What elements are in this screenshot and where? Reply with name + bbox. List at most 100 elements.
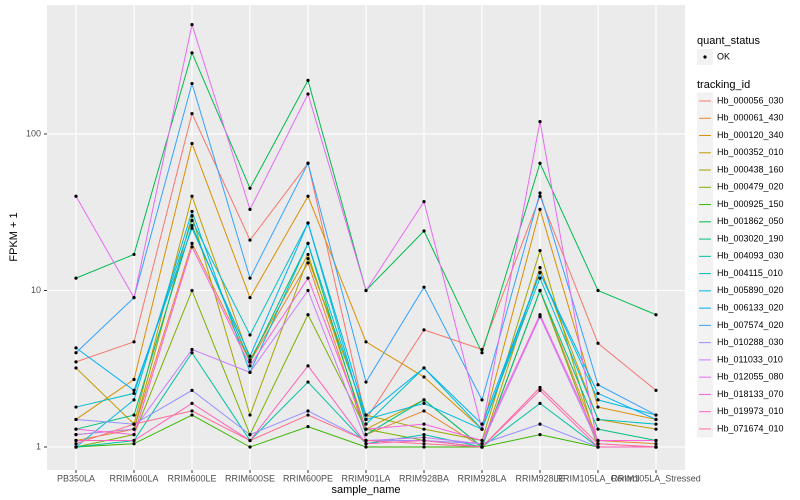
point — [190, 245, 194, 249]
point — [190, 409, 194, 413]
point — [596, 442, 600, 446]
point — [190, 288, 194, 293]
shape-legend-title: quant_status — [697, 35, 760, 47]
point — [74, 366, 78, 370]
point — [190, 401, 194, 405]
x-tick-label: RRIM928BA — [399, 473, 449, 483]
point — [248, 238, 252, 242]
point — [306, 92, 310, 96]
point — [306, 256, 310, 261]
point — [422, 409, 426, 413]
point — [248, 438, 252, 443]
point — [190, 226, 194, 230]
point — [538, 271, 542, 275]
point — [422, 401, 426, 405]
point — [422, 433, 426, 437]
point — [538, 422, 542, 426]
point — [74, 346, 78, 350]
point — [422, 427, 426, 431]
point — [538, 248, 542, 253]
point — [538, 313, 542, 317]
point — [190, 194, 194, 198]
point — [364, 442, 368, 446]
point — [596, 341, 600, 345]
x-tick-label: RRIM600LA — [109, 473, 158, 483]
point — [306, 425, 310, 429]
point — [190, 51, 194, 55]
point — [538, 191, 542, 195]
legend-label: Hb_007574_020 — [717, 320, 784, 330]
point — [538, 388, 542, 392]
legend-label: Hb_000438_160 — [717, 164, 784, 174]
point — [248, 445, 252, 449]
point — [306, 194, 310, 198]
point — [248, 364, 252, 368]
point — [132, 442, 136, 446]
point — [538, 433, 542, 437]
point — [248, 413, 252, 417]
point — [132, 427, 136, 431]
point — [422, 435, 426, 440]
point — [74, 442, 78, 446]
point — [190, 218, 194, 223]
point — [422, 398, 426, 402]
point — [538, 276, 542, 280]
point — [364, 445, 368, 449]
point — [190, 388, 194, 392]
point — [132, 433, 136, 437]
point — [480, 438, 484, 443]
point — [132, 388, 136, 392]
point — [132, 340, 136, 344]
point — [132, 438, 136, 443]
point — [480, 422, 484, 426]
legend-label: Hb_003020_190 — [717, 233, 784, 243]
point — [132, 252, 136, 257]
legend-label: Hb_004093_030 — [717, 251, 784, 261]
x-tick-label: PB350LA — [57, 473, 95, 483]
point — [364, 422, 368, 426]
point — [248, 296, 252, 300]
x-tick-label: RRIM600PE — [283, 473, 333, 483]
point — [190, 347, 194, 352]
legend-label: Hb_019973_010 — [717, 406, 784, 416]
point — [538, 119, 542, 124]
legend-label: Hb_000120_340 — [717, 130, 784, 140]
legend-label: Hb_010288_030 — [717, 337, 784, 347]
point — [480, 398, 484, 402]
point — [74, 360, 78, 364]
point — [596, 398, 600, 402]
point — [306, 78, 310, 82]
legend-label: Hb_000056_030 — [717, 95, 784, 105]
point — [248, 433, 252, 437]
point — [364, 427, 368, 431]
point — [132, 398, 136, 402]
point — [190, 223, 194, 228]
point — [306, 288, 310, 293]
x-tick-label: RRIM105LA_Stressed — [611, 473, 701, 483]
x-tick-label: RRIM928LA — [457, 473, 506, 483]
point — [74, 445, 78, 449]
point — [654, 445, 658, 449]
point — [596, 417, 600, 422]
point — [190, 22, 194, 27]
point — [248, 186, 252, 190]
point — [190, 351, 194, 355]
point — [538, 161, 542, 165]
point — [654, 422, 658, 426]
point — [306, 413, 310, 417]
legend-label: Hb_000352_010 — [717, 147, 784, 157]
legend-label: Hb_001862_050 — [717, 216, 784, 226]
point — [480, 347, 484, 352]
point — [596, 391, 600, 396]
x-tick-label: RRIM600SE — [225, 473, 275, 483]
y-tick-label: 10 — [31, 285, 41, 295]
legend-label: Hb_071674_010 — [717, 423, 784, 433]
point — [364, 288, 368, 293]
point — [132, 422, 136, 426]
point — [132, 413, 136, 417]
legend-label: Hb_006133_020 — [717, 302, 784, 312]
point — [306, 161, 310, 165]
point — [596, 383, 600, 387]
point — [190, 413, 194, 417]
